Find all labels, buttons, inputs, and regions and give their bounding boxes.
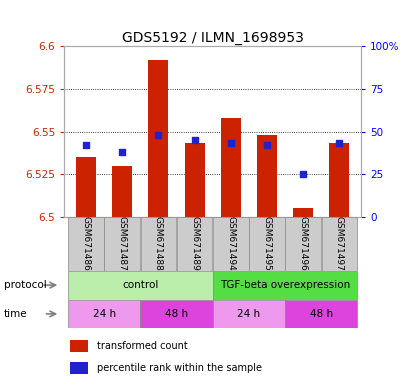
Point: [264, 142, 270, 148]
Bar: [213, 271, 357, 300]
Bar: [70, 362, 88, 374]
Title: GDS5192 / ILMN_1698953: GDS5192 / ILMN_1698953: [122, 31, 304, 45]
Point: [336, 141, 343, 147]
Bar: [330, 144, 349, 217]
Bar: [141, 217, 176, 271]
Bar: [112, 166, 132, 217]
Text: 48 h: 48 h: [310, 309, 333, 319]
Point: [83, 142, 89, 148]
Bar: [68, 271, 213, 300]
Point: [155, 132, 162, 138]
Bar: [213, 300, 285, 328]
Bar: [185, 144, 205, 217]
Text: 48 h: 48 h: [165, 309, 188, 319]
Text: protocol: protocol: [4, 280, 47, 290]
Text: GSM671495: GSM671495: [262, 217, 271, 271]
Bar: [76, 157, 96, 217]
Text: GSM671496: GSM671496: [299, 217, 308, 271]
Bar: [249, 217, 285, 271]
Text: 24 h: 24 h: [237, 309, 261, 319]
Bar: [68, 300, 140, 328]
Text: 24 h: 24 h: [93, 309, 116, 319]
Text: time: time: [4, 309, 28, 319]
Bar: [140, 300, 213, 328]
Point: [300, 171, 306, 177]
Text: percentile rank within the sample: percentile rank within the sample: [97, 363, 262, 373]
Point: [191, 137, 198, 143]
Text: GSM671487: GSM671487: [118, 217, 127, 271]
Text: GSM671489: GSM671489: [190, 217, 199, 271]
Bar: [68, 217, 104, 271]
Text: GSM671488: GSM671488: [154, 217, 163, 271]
Bar: [286, 217, 321, 271]
Bar: [293, 209, 313, 217]
Bar: [221, 118, 241, 217]
Text: GSM671497: GSM671497: [335, 217, 344, 271]
Text: GSM671486: GSM671486: [81, 217, 90, 271]
Text: TGF-beta overexpression: TGF-beta overexpression: [220, 280, 350, 290]
Bar: [213, 217, 249, 271]
Text: transformed count: transformed count: [97, 341, 188, 351]
Bar: [70, 340, 88, 352]
Text: control: control: [122, 280, 159, 290]
Bar: [105, 217, 140, 271]
Point: [227, 141, 234, 147]
Bar: [285, 300, 357, 328]
Bar: [322, 217, 357, 271]
Bar: [177, 217, 212, 271]
Text: GSM671494: GSM671494: [226, 217, 235, 271]
Point: [119, 149, 126, 155]
Bar: [149, 60, 168, 217]
Bar: [257, 135, 277, 217]
